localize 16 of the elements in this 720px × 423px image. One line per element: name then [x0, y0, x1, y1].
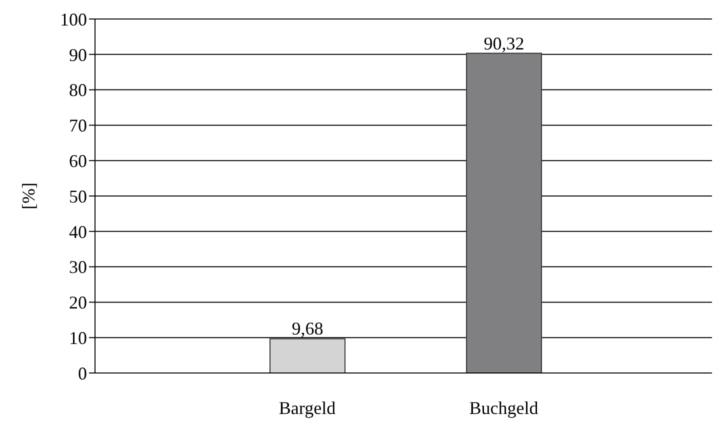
y-tick-label: 30: [69, 257, 87, 278]
x-tick-label: Buchgeld: [469, 398, 538, 418]
x-tick-label: Bargeld: [278, 398, 336, 418]
y-tick-label: 10: [69, 328, 87, 348]
y-axis-title: [%]: [18, 182, 38, 210]
y-tick-label: 20: [69, 292, 87, 313]
y-tick-label: 100: [60, 9, 87, 30]
y-tick-label: 40: [69, 222, 87, 242]
y-tick-label: 60: [69, 150, 87, 171]
y-tick-label: 50: [69, 186, 87, 206]
y-tick-label: 90: [69, 44, 87, 65]
y-tick-label: 80: [69, 80, 87, 100]
y-tick-label: 0: [78, 363, 87, 384]
data-label: 90,32: [484, 33, 524, 54]
data-label: 9,68: [292, 318, 324, 339]
y-tick-label: 70: [69, 116, 87, 136]
